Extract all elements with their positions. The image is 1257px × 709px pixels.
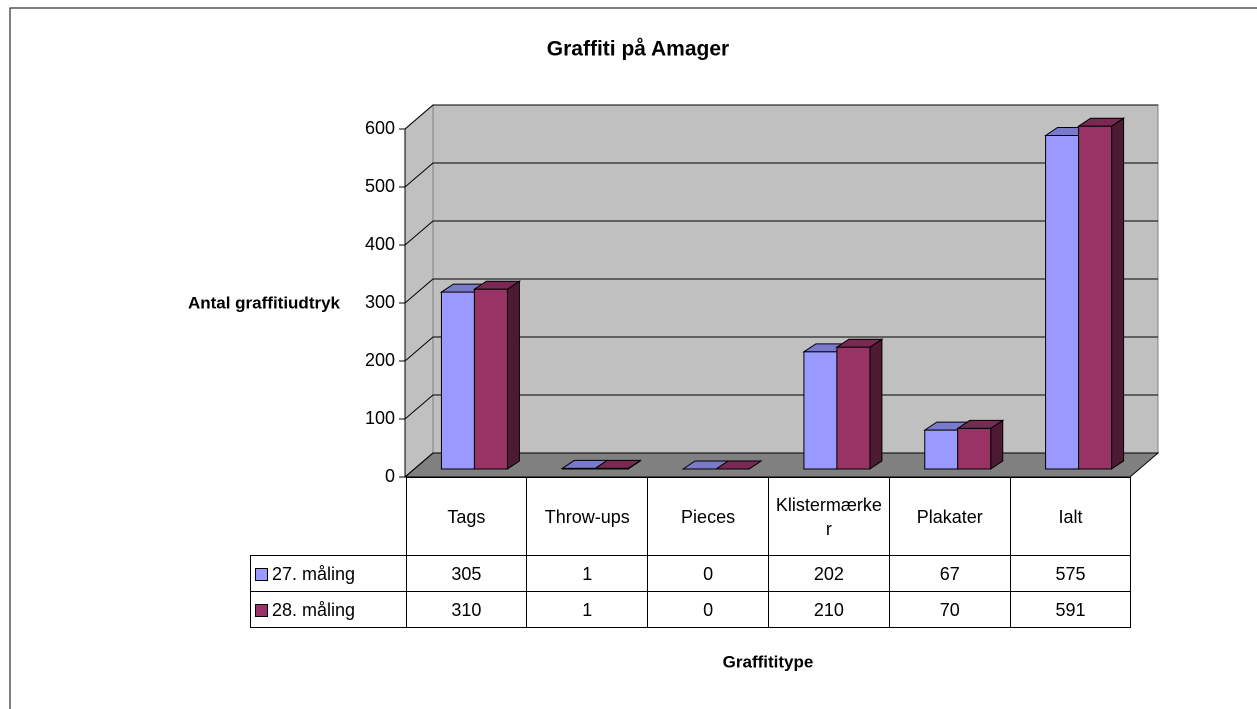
table-row: 27. måling 305 1 0 202 67 575 <box>250 555 1132 592</box>
x-tick-label: Throw-ups <box>526 477 649 556</box>
data-label: 67 <box>888 555 1011 592</box>
data-label: 0 <box>647 591 769 628</box>
legend-entry: 27. måling <box>250 555 407 592</box>
x-axis-label: Graffititype <box>723 652 814 671</box>
grid-line <box>404 336 1158 362</box>
data-table: Tags Throw-ups Pieces Klistermærker Plakater… <box>250 477 1132 628</box>
bar-front <box>1045 135 1080 470</box>
grid-line <box>404 162 1158 188</box>
y-tick-label: 400 <box>365 234 395 254</box>
legend-swatch <box>255 567 268 581</box>
legend-label: 28. måling <box>272 599 356 620</box>
data-label: 575 <box>1009 555 1132 592</box>
grid-line <box>404 220 1158 246</box>
data-label: 70 <box>888 591 1011 628</box>
chart-title: Graffiti på Amager <box>547 38 729 61</box>
table-header-row: Tags Throw-ups Pieces Klistermærker Plakater… <box>251 477 1132 556</box>
bar-front <box>957 427 992 470</box>
x-tick-label: Pieces <box>647 477 769 556</box>
bar <box>1076 117 1126 470</box>
bar-front <box>440 291 475 470</box>
bar-top <box>714 460 763 470</box>
bar-side <box>1111 117 1125 470</box>
bar-front <box>924 429 959 470</box>
x-tick-label: Klistermærker <box>767 477 890 556</box>
y-tick-label: 300 <box>365 292 395 312</box>
data-label: 1 <box>526 555 649 592</box>
table-row: 28. måling 310 1 0 210 70 591 <box>250 591 1132 628</box>
y-tick-label: 600 <box>365 118 395 138</box>
data-label: 305 <box>405 555 528 592</box>
data-label: 0 <box>647 555 769 592</box>
y-tick-label: 0 <box>385 466 395 486</box>
table-corner <box>251 478 407 556</box>
grid-line <box>404 278 1158 304</box>
x-tick-label: Tags <box>405 477 528 556</box>
bar-front <box>803 351 838 470</box>
bar-front <box>473 288 508 470</box>
legend-swatch <box>255 603 268 617</box>
bar <box>956 419 1005 470</box>
bar-front <box>561 467 596 470</box>
bar-side <box>869 338 883 470</box>
y-axis-label: Antal graffitiudtryk <box>188 293 341 312</box>
grid-line <box>404 394 1158 420</box>
data-label: 310 <box>405 591 528 628</box>
data-label: 202 <box>767 555 890 592</box>
data-label: 210 <box>767 591 890 628</box>
bar <box>472 280 522 470</box>
y-tick-label: 200 <box>365 350 395 370</box>
grid-line <box>404 452 1158 478</box>
bar-front <box>594 467 629 470</box>
bar <box>835 338 884 470</box>
legend-entry: 28. måling <box>250 591 407 628</box>
bar-side <box>506 280 520 470</box>
bar-front <box>1078 125 1113 470</box>
y-tick-label: 500 <box>365 176 395 196</box>
data-label: 591 <box>1009 591 1132 628</box>
x-tick-label: Plakater <box>888 477 1011 556</box>
bar-front <box>836 346 871 470</box>
y-tick-label: 100 <box>365 408 395 428</box>
bar <box>714 460 763 470</box>
data-label: 1 <box>526 591 649 628</box>
x-tick-label: Ialt <box>1009 477 1132 556</box>
bar <box>593 459 642 470</box>
legend-label: 27. måling <box>272 563 356 584</box>
grid-line <box>404 104 1158 130</box>
